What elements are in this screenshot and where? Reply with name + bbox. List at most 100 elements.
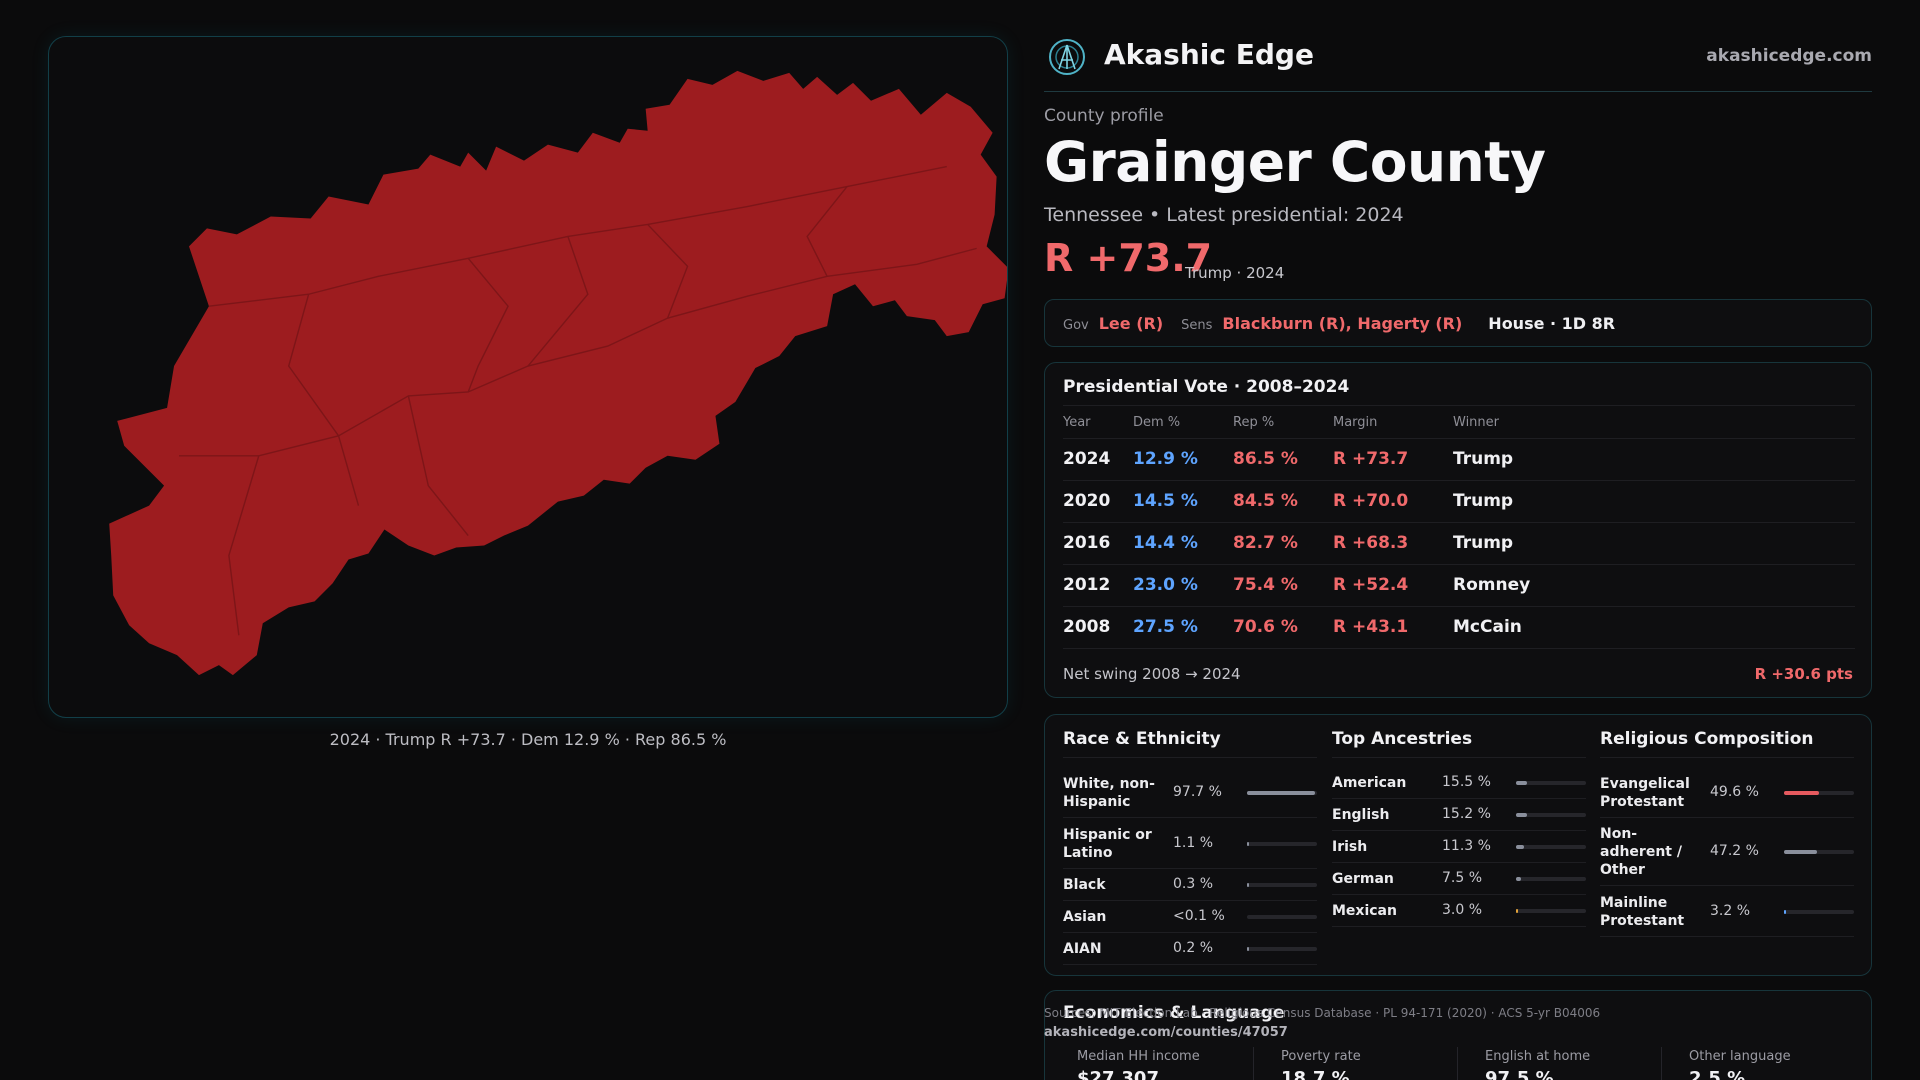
religion-row: Mainline Protestant 3.2 %	[1600, 886, 1854, 937]
row-year: 2024	[1063, 449, 1111, 469]
race-row-label: Asian	[1063, 909, 1107, 925]
race-row-value: 0.3 %	[1173, 876, 1214, 892]
presidential-vote-card: Presidential Vote · 2008–2024 Year Dem %…	[1044, 362, 1872, 698]
ancestry-row-bar-fill	[1516, 909, 1519, 913]
race-row-value: <0.1 %	[1173, 908, 1225, 924]
econ-stat-label: Median HH income	[1077, 1049, 1200, 1064]
row-year: 2020	[1063, 491, 1111, 511]
religion-row-bar-fill	[1784, 850, 1818, 854]
row-dem: 23.0 %	[1133, 575, 1198, 595]
race-row-bar-fill	[1247, 790, 1316, 795]
religion-title: Religious Composition	[1600, 729, 1854, 758]
ancestry-row-bar	[1516, 845, 1586, 849]
row-winner: McCain	[1453, 617, 1522, 637]
ancestry-row-bar-fill	[1516, 845, 1524, 849]
religion-row-bar-fill	[1784, 790, 1819, 795]
header-margin: Margin	[1333, 415, 1378, 430]
county-eyebrow: County profile	[1044, 106, 1164, 126]
ancestry-row: English 15.2 %	[1332, 799, 1586, 831]
sens-label: Sens	[1181, 317, 1213, 333]
brand-bar: Akashic Edge akashicedge.com	[1044, 36, 1872, 92]
race-row-bar-fill	[1247, 883, 1249, 887]
ancestry-row-value: 7.5 %	[1442, 870, 1483, 886]
row-winner: Trump	[1453, 491, 1514, 511]
gov-value: Lee (R)	[1098, 313, 1164, 333]
race-row-label: White, non-Hispanic	[1063, 775, 1155, 810]
presidential-vote-title: Presidential Vote · 2008–2024	[1063, 377, 1350, 397]
sens-value: Blackburn (R), Hagerty (R)	[1222, 313, 1463, 333]
religion-row-label: Non-adherent / Other	[1600, 826, 1682, 878]
county-shape[interactable]	[109, 70, 1007, 676]
gov-label: Gov	[1063, 317, 1089, 333]
table-row[interactable]: 2008 27.5 % 70.6 % R +43.1 McCain	[1063, 607, 1855, 649]
econ-divider	[1661, 1047, 1662, 1080]
econ-stat: Median HH income $27,307	[1063, 1049, 1253, 1080]
ancestry-row-label: English	[1332, 807, 1390, 823]
row-rep: 70.6 %	[1233, 617, 1298, 637]
row-dem: 27.5 %	[1133, 617, 1198, 637]
house-value: House · 1D 8R	[1488, 313, 1616, 333]
row-year: 2016	[1063, 533, 1111, 553]
source-note: Sources: MIT Election Lab · Religious Ce…	[1044, 1006, 1601, 1020]
race-row: AIAN 0.2 %	[1063, 933, 1317, 965]
race-row-bar	[1247, 790, 1317, 795]
row-dem: 14.4 %	[1133, 533, 1198, 553]
row-rep: 75.4 %	[1233, 575, 1298, 595]
ancestry-row-bar	[1516, 781, 1586, 785]
headline-margin-note: Trump · 2024	[1185, 264, 1285, 282]
ancestry-row-bar	[1516, 909, 1586, 913]
race-row-value: 0.2 %	[1173, 940, 1214, 956]
race-row-label: Hispanic or Latino	[1063, 826, 1152, 861]
race-row: Black 0.3 %	[1063, 869, 1317, 901]
economics-title: Economics & Language	[1063, 1003, 1285, 1023]
page-title: Grainger County	[1044, 130, 1546, 194]
county-map[interactable]	[49, 37, 1007, 717]
row-winner: Romney	[1453, 575, 1531, 595]
ancestry-row: American 15.5 %	[1332, 767, 1586, 799]
county-subtitle: Tennessee • Latest presidential: 2024	[1044, 204, 1404, 226]
race-row-bar-fill	[1247, 841, 1249, 846]
row-margin: R +68.3	[1333, 533, 1409, 553]
row-winner: Trump	[1453, 533, 1514, 553]
religion-row-value: 49.6 %	[1710, 783, 1759, 800]
race-row-bar	[1247, 841, 1317, 846]
row-margin: R +52.4	[1333, 575, 1409, 595]
table-row[interactable]: 2012 23.0 % 75.4 % R +52.4 Romney	[1063, 565, 1855, 607]
net-swing-value: R +30.6 pts	[1754, 665, 1853, 683]
ancestry-row-bar	[1516, 877, 1586, 881]
ancestry-row: German 7.5 %	[1332, 863, 1586, 895]
econ-stat-value: 2.5 %	[1689, 1068, 1746, 1080]
ancestry-row: Mexican 3.0 %	[1332, 895, 1586, 927]
ancestry-row-bar-fill	[1516, 877, 1522, 881]
county-map-panel[interactable]	[48, 36, 1008, 718]
row-winner: Trump	[1453, 449, 1514, 469]
map-caption: 2024 · Trump R +73.7 · Dem 12.9 % · Rep …	[329, 730, 727, 749]
table-row[interactable]: 2024 12.9 % 86.5 % R +73.7 Trump	[1063, 439, 1855, 481]
race-row-bar	[1247, 883, 1317, 887]
brand-url[interactable]: akashicedge.com	[1706, 46, 1872, 66]
race-row-label: AIAN	[1063, 941, 1102, 957]
table-header: Year Dem % Rep % Margin Winner	[1063, 405, 1855, 439]
religion-row-bar	[1784, 850, 1854, 854]
ancestry-row-value: 11.3 %	[1442, 838, 1491, 854]
table-row[interactable]: 2020 14.5 % 84.5 % R +70.0 Trump	[1063, 481, 1855, 523]
econ-stat: English at home 97.5 %	[1471, 1049, 1661, 1080]
race-row-label: Black	[1063, 877, 1106, 893]
religion-row-bar	[1784, 909, 1854, 914]
ancestry-row-bar	[1516, 813, 1586, 817]
econ-stat-value: $27,307	[1077, 1068, 1159, 1080]
header-year: Year	[1063, 415, 1091, 430]
ancestry-row-value: 15.2 %	[1442, 806, 1491, 822]
race-row-bar	[1247, 915, 1317, 919]
race-title: Race & Ethnicity	[1063, 729, 1317, 758]
brand-name[interactable]: Akashic Edge	[1104, 38, 1314, 71]
row-margin: R +43.1	[1333, 617, 1409, 637]
demographics-card: Race & Ethnicity White, non-Hispanic 97.7…	[1044, 714, 1872, 976]
race-row-bar	[1247, 947, 1317, 951]
religion-row-value: 3.2 %	[1710, 902, 1751, 919]
religion-row-bar-fill	[1784, 909, 1787, 914]
row-margin: R +70.0	[1333, 491, 1409, 511]
source-url[interactable]: akashicedge.com/counties/47057	[1044, 1025, 1288, 1040]
table-row[interactable]: 2016 14.4 % 82.7 % R +68.3 Trump	[1063, 523, 1855, 565]
akashic-logo-icon[interactable]	[1048, 38, 1086, 76]
